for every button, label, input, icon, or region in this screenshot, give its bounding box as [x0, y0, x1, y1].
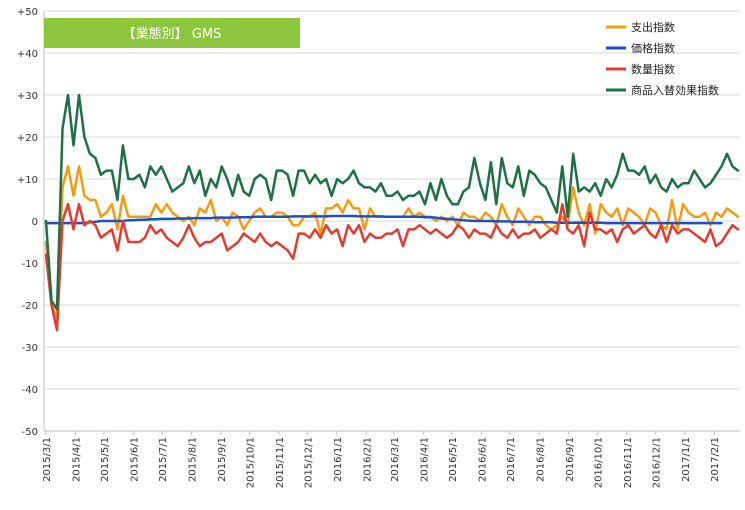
y-tick-label: +20: [17, 133, 38, 144]
series-line-0: [44, 165, 740, 319]
x-tick-label: 2015/3/1: [42, 437, 53, 482]
x-tick-label: 2015/10/1: [245, 437, 256, 488]
x-tick-label: 2015/7/1: [158, 437, 169, 482]
x-tick-label: 2017/1/1: [681, 437, 692, 482]
x-tick-label: 2016/10/1: [593, 437, 604, 488]
chart-title: 【業態別】 GMS: [44, 18, 300, 48]
x-axis: 2015/3/1 2015/4/1 2015/5/1 2015/6/1 2015/7/1…: [42, 430, 740, 488]
series-line-3: [44, 93, 740, 311]
x-tick-label: 2016/8/1: [535, 437, 546, 482]
series-line-1: [44, 214, 723, 225]
series-lines: [44, 93, 740, 332]
y-tick-label: -10: [22, 259, 38, 270]
x-tick-label: 2016/4/1: [419, 437, 430, 482]
y-tick-label: +50: [17, 7, 38, 18]
x-tick-label: 2016/6/1: [477, 437, 488, 482]
x-tick-label: 2015/6/1: [129, 437, 140, 482]
y-tick-label: -40: [22, 385, 38, 396]
legend-label: 価格指数: [631, 41, 675, 55]
y-tick-label: -30: [22, 343, 38, 354]
x-tick-label: 2015/9/1: [217, 437, 228, 482]
x-tick-label: 2015/4/1: [71, 437, 82, 482]
x-tick-label: 2015/11/1: [275, 437, 286, 488]
legend-label: 数量指数: [631, 62, 675, 76]
chart-title-text: 【業態別】 GMS: [123, 26, 222, 42]
y-axis: +50 +40 +30 +20 +10 0 -10 -20 -30 -40 -50: [17, 7, 45, 438]
x-tick-label: 2017/2/1: [710, 437, 721, 482]
y-tick-label: +40: [17, 49, 38, 60]
x-tick-label: 2016/12/1: [651, 437, 662, 488]
y-tick-label: -50: [22, 427, 38, 438]
x-tick-label: 2016/7/1: [506, 437, 517, 482]
x-tick-label: 2016/3/1: [390, 437, 401, 482]
x-tick-label: 2015/12/1: [303, 437, 314, 488]
legend-label: 商品入替効果指数: [631, 83, 719, 97]
y-tick-label: +10: [17, 175, 38, 186]
y-tick-label: 0: [32, 217, 38, 228]
x-tick-label: 2016/5/1: [448, 437, 459, 482]
x-tick-label: 2015/5/1: [100, 437, 111, 482]
legend-label: 支出指数: [631, 20, 675, 34]
y-tick-label: +30: [17, 91, 38, 102]
x-tick-label: 2015/8/1: [187, 437, 198, 482]
chart-title-box: [44, 18, 300, 48]
x-tick-label: 2016/9/1: [565, 437, 576, 482]
x-tick-label: 2016/2/1: [362, 437, 373, 482]
x-tick-label: 2016/1/1: [333, 437, 344, 482]
series-line-2: [44, 202, 740, 332]
y-tick-label: -20: [22, 301, 38, 312]
x-tick-label: 2016/11/1: [623, 437, 634, 488]
